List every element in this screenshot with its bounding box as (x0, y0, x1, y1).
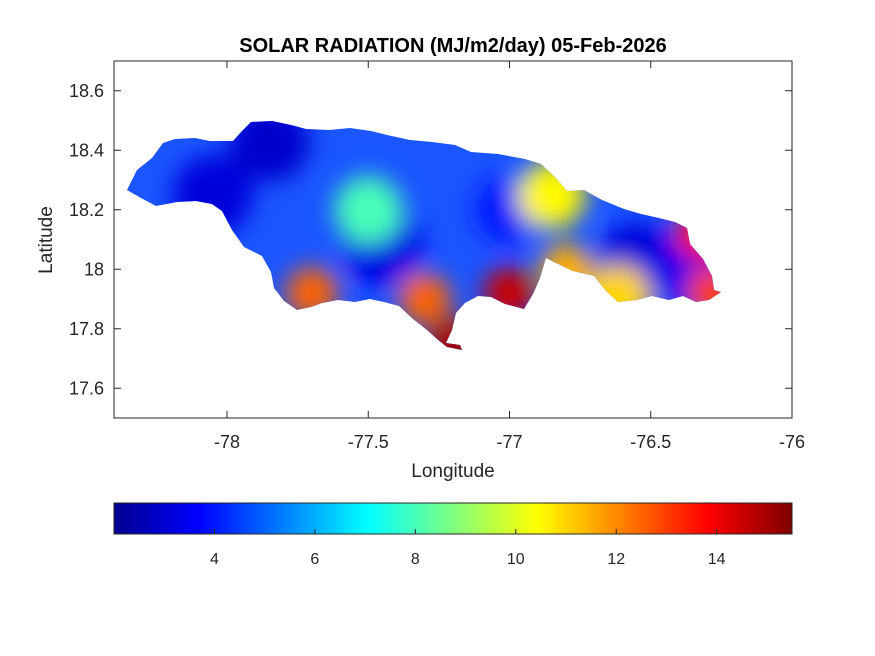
colorbar-ticks: 4 6 8 10 12 14 (210, 529, 726, 568)
colorbar (113, 502, 793, 535)
heat-blob (398, 273, 451, 325)
y-tick-label: 17.8 (69, 319, 104, 339)
colorbar-tick-label: 6 (310, 551, 319, 568)
colorbar-tick-label: 14 (708, 551, 726, 568)
y-tick-label: 18 (84, 259, 104, 279)
y-tick-label: 18.6 (69, 81, 104, 101)
colorbar-tick-label: 10 (507, 551, 525, 568)
x-tick-label: -76.5 (630, 432, 671, 452)
colorbar-tick-label: 12 (607, 551, 625, 568)
colorbar-tick-label: 4 (210, 551, 219, 568)
chart-title: SOLAR RADIATION (MJ/m2/day) 05-Feb-2026 (239, 35, 667, 57)
y-tick-label: 17.6 (69, 378, 104, 398)
x-tick-label: -77 (496, 432, 522, 452)
x-tick-label: -76 (779, 432, 805, 452)
x-tick-label: -78 (214, 432, 240, 452)
colorbar-tick-label: 8 (411, 551, 420, 568)
y-axis-label: Latitude (36, 206, 57, 274)
x-tick-label: -77.5 (348, 432, 389, 452)
y-axis-ticks: 17.6 17.8 18 18.2 18.4 18.6 (69, 81, 792, 398)
x-axis-label: Longitude (411, 461, 494, 482)
heat-blob (334, 175, 403, 244)
y-tick-label: 18.2 (69, 200, 104, 220)
x-axis-ticks: -78 -77.5 -77 -76.5 -76 (214, 61, 805, 452)
y-tick-label: 18.4 (69, 140, 104, 160)
